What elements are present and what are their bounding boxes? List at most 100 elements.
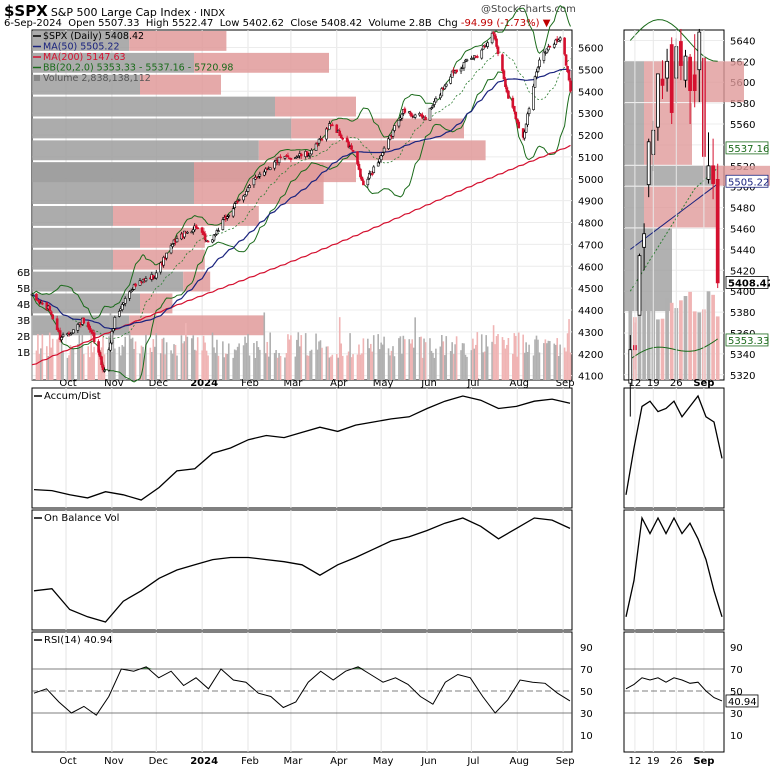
volume-bar xyxy=(287,334,289,380)
detail-x-tick-label: Sep xyxy=(693,378,714,389)
volume-bar xyxy=(569,352,572,380)
candle-body xyxy=(370,173,374,175)
bollinger-mid-line xyxy=(31,51,571,340)
price-tick-label: 5600 xyxy=(578,44,603,55)
volume-bar xyxy=(214,352,217,380)
volume-bar xyxy=(102,336,104,380)
volume-by-price-bar xyxy=(194,162,324,204)
candle-body xyxy=(88,325,91,331)
indicator-title: On Balance Vol xyxy=(44,513,119,524)
volume-bar xyxy=(472,338,474,380)
candle-body xyxy=(215,230,219,235)
candle-body xyxy=(533,76,537,88)
detail-x-tick-label: Sep xyxy=(693,756,714,767)
candle-body xyxy=(183,230,186,238)
detail-price-tick-label: 5500 xyxy=(730,183,755,194)
x-tick-label: 2024 xyxy=(190,378,218,389)
volume-bar xyxy=(130,338,132,380)
volume-bar xyxy=(205,350,208,380)
detail-volume-bar xyxy=(697,312,702,380)
volume-bar xyxy=(263,312,266,380)
volume-bar xyxy=(152,339,155,380)
volume-bar xyxy=(254,357,257,380)
volume-by-price-bar xyxy=(32,249,113,270)
candle-body xyxy=(465,59,469,62)
candle-body xyxy=(196,227,199,230)
rsi-value-tag: 40.94 xyxy=(728,697,757,708)
volume-bar xyxy=(185,323,187,380)
volume-bar xyxy=(87,346,90,380)
volume-bar xyxy=(553,343,556,380)
detail-candle-body xyxy=(706,165,711,180)
volume-bar xyxy=(294,356,297,380)
volume-bar xyxy=(81,332,84,380)
candle-body xyxy=(569,80,572,92)
candle-body xyxy=(505,87,509,93)
ad-panel-frame xyxy=(31,387,573,509)
volume-bar xyxy=(279,355,282,380)
volume-bar xyxy=(331,354,334,380)
volume-bar xyxy=(392,346,394,380)
price-tick-label: 4600 xyxy=(578,262,603,273)
volume-bar xyxy=(40,348,42,380)
x-tick-label: Apr xyxy=(330,756,348,767)
volume-by-price-bar xyxy=(32,96,275,117)
detail-x-tick-label: 26 xyxy=(670,756,683,767)
candle-body xyxy=(493,34,497,40)
detail-rsi-tick-label: 30 xyxy=(730,709,743,720)
volume-bar xyxy=(62,351,64,380)
volume-bar xyxy=(568,319,570,380)
volume-bar xyxy=(183,341,186,380)
candle-body xyxy=(345,137,349,143)
candle-body xyxy=(97,341,100,353)
volume-bar xyxy=(82,354,85,380)
volume-bar xyxy=(153,346,156,380)
volume-bar xyxy=(433,357,436,380)
candle-body xyxy=(413,114,417,118)
candle-body xyxy=(502,70,506,80)
volume-bar xyxy=(483,351,486,380)
candle-body xyxy=(48,305,52,311)
price-tag-box xyxy=(725,333,769,347)
candle-body xyxy=(480,49,484,59)
volume-bar xyxy=(430,350,433,380)
candle-body xyxy=(221,219,225,230)
volume-bar xyxy=(159,353,162,380)
volume-bar xyxy=(37,333,39,380)
detail-volume-by-price-bar xyxy=(624,228,672,312)
candle-body xyxy=(366,178,370,186)
x-tick-label: Mar xyxy=(283,756,303,767)
x-tick-label: Oct xyxy=(59,378,76,389)
price-tick-label: 4300 xyxy=(578,328,603,339)
volume-bar xyxy=(233,349,236,380)
candle-body xyxy=(450,70,454,78)
volume-bar xyxy=(170,350,172,380)
detail-candle-body xyxy=(683,55,688,81)
volume-bar xyxy=(466,356,468,380)
volume-by-price-bar xyxy=(32,206,113,226)
volume-bar xyxy=(411,339,414,380)
volume-bar xyxy=(503,339,505,380)
candle-body xyxy=(154,272,158,279)
volume-bar xyxy=(118,346,121,380)
volume-bar xyxy=(442,341,445,380)
volume-bar xyxy=(284,357,286,380)
candle-body xyxy=(314,143,318,151)
volume-bar xyxy=(445,336,448,380)
volume-bar xyxy=(223,357,226,380)
legend-swatch xyxy=(34,75,40,81)
on-balance-volline xyxy=(33,517,571,623)
detail-volume-bar xyxy=(669,302,674,380)
x-tick-label: Aug xyxy=(509,378,529,389)
candle-body xyxy=(459,68,463,72)
candle-body xyxy=(526,113,529,126)
volume-bar xyxy=(257,347,260,380)
detail-volume-bar xyxy=(665,298,669,380)
volume-value: 2.8B xyxy=(408,18,432,29)
volume-bar xyxy=(435,348,437,380)
volume-bar xyxy=(321,347,323,380)
volume-bar xyxy=(300,335,303,380)
volume-bar xyxy=(57,337,60,380)
detail-volume-bar xyxy=(656,319,660,380)
